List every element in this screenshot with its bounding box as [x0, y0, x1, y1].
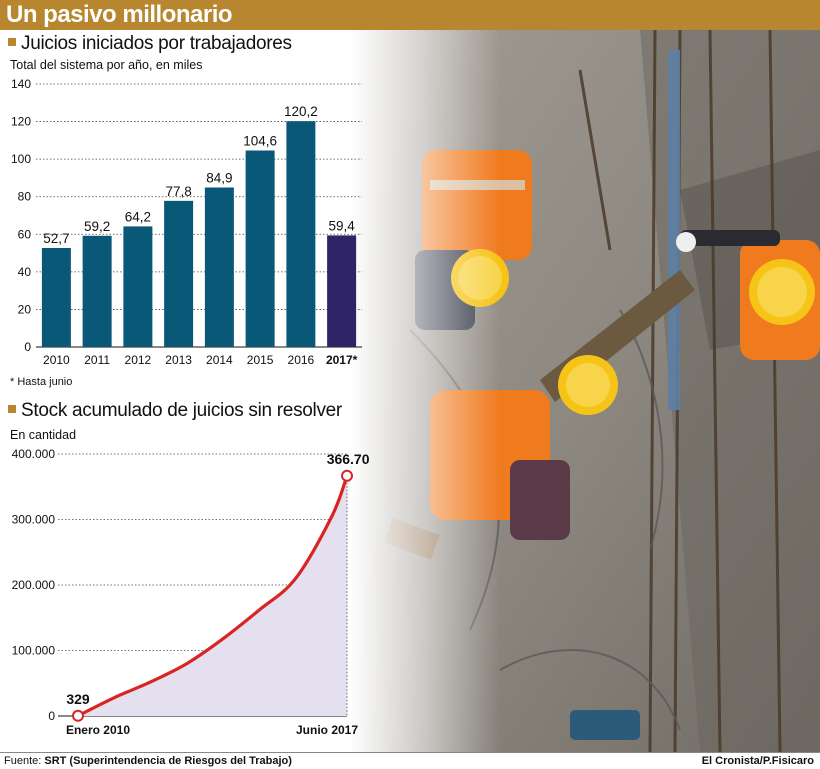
- header-banner: Un pasivo millonario: [0, 0, 820, 30]
- bar-value-label: 59,2: [84, 219, 110, 234]
- bar: [164, 200, 194, 347]
- bar-chart-title: Juicios iniciados por trabajadores: [8, 33, 292, 55]
- y-tick-label: 140: [11, 77, 31, 91]
- x-tick-label: 2011: [84, 353, 110, 367]
- bar: [41, 247, 71, 347]
- y-tick-label: 20: [18, 302, 32, 316]
- page-title: Un pasivo millonario: [6, 1, 233, 28]
- source-text: SRT (Superintendencia de Riesgos del Tra…: [44, 755, 292, 767]
- y-tick-label: 0: [24, 340, 31, 354]
- y-tick-label: 120: [11, 115, 31, 129]
- y-tick-label: 200.000: [12, 578, 56, 592]
- bar-chart-title-text: Juicios iniciados por trabajadores: [21, 33, 292, 54]
- start-value-label: 329: [66, 691, 90, 707]
- y-tick-label: 80: [18, 190, 32, 204]
- bar: [204, 187, 234, 347]
- source-note: Fuente: SRT (Superintendencia de Riesgos…: [4, 755, 292, 767]
- footer-divider: [0, 752, 820, 753]
- bar: [82, 235, 112, 347]
- x-tick-label: Enero 2010: [66, 723, 130, 737]
- line-chart-title-text: Stock acumulado de juicios sin resolver: [21, 400, 342, 421]
- bar: [123, 226, 153, 347]
- x-tick-label: 2016: [288, 353, 315, 367]
- series-line: [77, 475, 349, 718]
- y-tick-label: 0: [48, 709, 55, 723]
- line-chart-title: Stock acumulado de juicios sin resolver: [8, 400, 342, 422]
- construction-workers-photo: [350, 30, 820, 752]
- credit-note: El Cronista/P.Fisicaro: [701, 755, 814, 767]
- photo-illustration: [350, 30, 820, 752]
- x-tick-label: 2012: [125, 353, 152, 367]
- y-tick-label: 100.000: [12, 644, 56, 658]
- bar-chart: 0 20 40 60 80 100 120 140 52,7 2010 59,2 2011 64,2 20…: [11, 77, 362, 367]
- x-tick-label: Junio 2017: [296, 723, 358, 737]
- y-tick-label: 60: [18, 227, 32, 241]
- x-tick-label: 2013: [165, 353, 192, 367]
- bar-value-label: 52,7: [43, 231, 69, 246]
- bar: [327, 235, 357, 347]
- bar-value-label: 84,9: [206, 171, 232, 186]
- line-chart-subtitle: En cantidad: [10, 428, 77, 442]
- x-tick-label: 2010: [43, 353, 70, 367]
- bar-value-label: 77,8: [165, 184, 191, 199]
- source-label: Fuente:: [4, 755, 42, 767]
- y-tick-label: 300.000: [12, 513, 56, 527]
- bar-value-label: 120,2: [284, 104, 318, 119]
- bar: [286, 121, 316, 347]
- end-value-label: 366.707: [327, 451, 370, 467]
- area-chart: 0 100.000 200.000 300.000 400.000 329 366.707 E…: [12, 447, 370, 737]
- x-tick-label: 2017*: [326, 353, 358, 367]
- x-tick-label: 2014: [206, 353, 233, 367]
- y-tick-label: 40: [18, 265, 32, 279]
- y-tick-label: 400.000: [12, 447, 56, 461]
- area-fill: [78, 475, 347, 716]
- bullet-square-icon: [8, 38, 16, 46]
- bar-value-label: 104,6: [243, 134, 277, 149]
- bar-chart-footnote: * Hasta junio: [10, 376, 73, 388]
- bar-chart-subtitle: Total del sistema por año, en miles: [10, 58, 203, 72]
- bar-value-label: 64,2: [125, 209, 151, 224]
- x-tick-label: 2015: [247, 353, 274, 367]
- y-tick-label: 100: [11, 152, 31, 166]
- start-point-marker: [72, 709, 84, 722]
- bar: [245, 150, 275, 347]
- end-point-marker: [341, 469, 353, 482]
- bullet-square-icon: [8, 405, 16, 413]
- bar-value-label: 59,4: [328, 218, 355, 233]
